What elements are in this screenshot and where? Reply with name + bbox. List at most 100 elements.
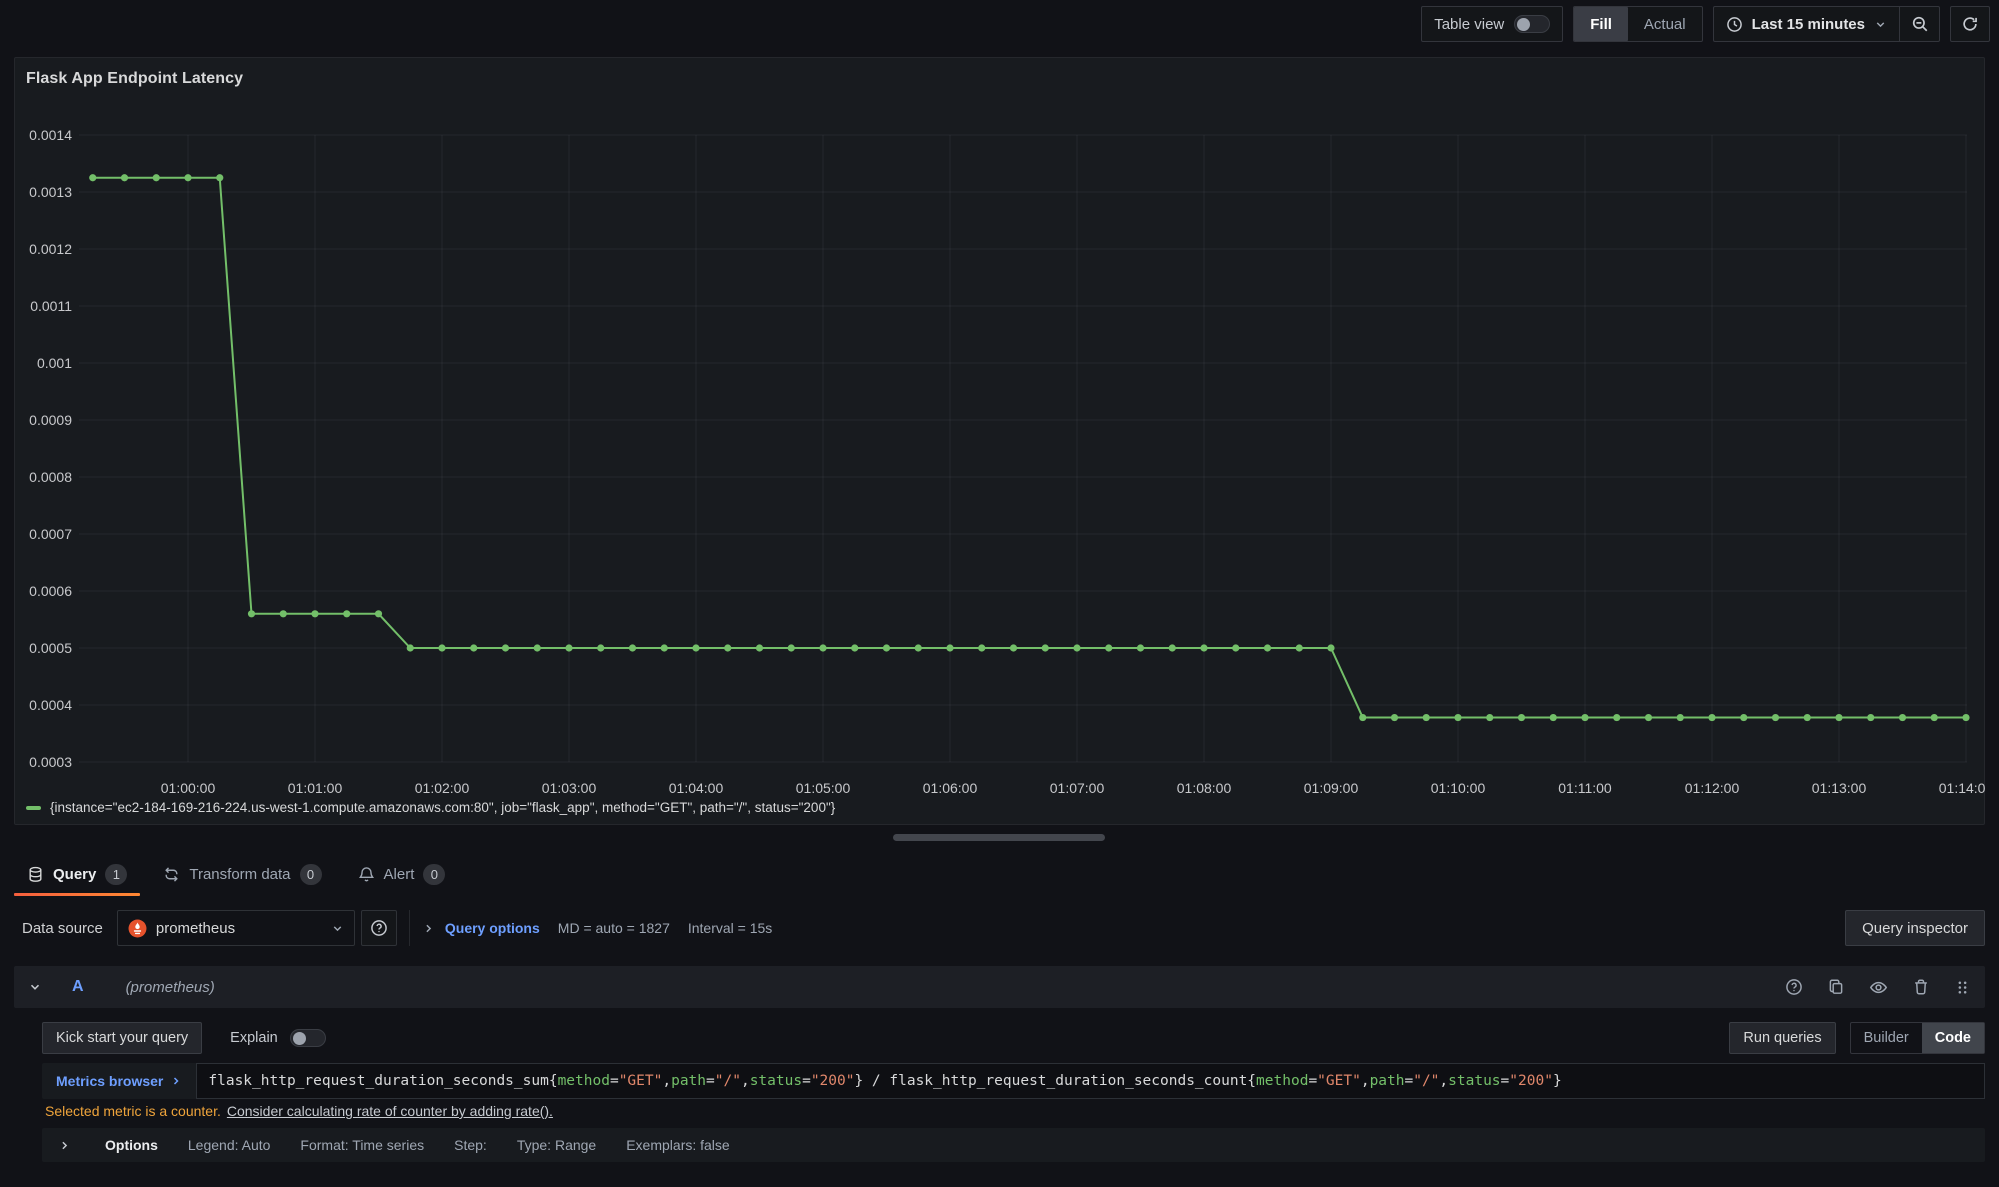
data-point[interactable] xyxy=(1740,714,1747,721)
data-point[interactable] xyxy=(1391,714,1398,721)
data-point[interactable] xyxy=(1804,714,1811,721)
series-legend-label[interactable]: {instance="ec2-184-169-216-224.us-west-1… xyxy=(50,800,835,815)
data-point[interactable] xyxy=(692,644,699,651)
toggle-visibility-icon[interactable] xyxy=(1869,978,1888,997)
run-queries-button[interactable]: Run queries xyxy=(1729,1022,1835,1054)
data-point[interactable] xyxy=(216,174,223,181)
data-point[interactable] xyxy=(819,644,826,651)
data-point[interactable] xyxy=(1073,644,1080,651)
query-token: status xyxy=(750,1073,802,1089)
data-point[interactable] xyxy=(153,174,160,181)
data-point[interactable] xyxy=(1296,644,1303,651)
data-point[interactable] xyxy=(1486,714,1493,721)
data-point[interactable] xyxy=(311,610,318,617)
query-ref-id[interactable]: A xyxy=(72,978,84,996)
data-point[interactable] xyxy=(502,644,509,651)
data-point[interactable] xyxy=(661,644,668,651)
query-inspector-button[interactable]: Query inspector xyxy=(1845,910,1985,946)
query-options-summary-row[interactable]: Options Legend: AutoFormat: Time seriesS… xyxy=(42,1128,1985,1162)
query-token: method xyxy=(558,1073,610,1089)
data-point[interactable] xyxy=(788,644,795,651)
data-point[interactable] xyxy=(1042,644,1049,651)
table-view-toggle[interactable] xyxy=(1514,15,1550,33)
drag-handle-icon[interactable] xyxy=(1954,979,1971,996)
data-point[interactable] xyxy=(1169,644,1176,651)
warning-rate-link[interactable]: Consider calculating rate of counter by … xyxy=(227,1103,553,1119)
data-point[interactable] xyxy=(629,644,636,651)
data-point[interactable] xyxy=(724,644,731,651)
actual-option[interactable]: Actual xyxy=(1628,7,1702,41)
data-point[interactable] xyxy=(1962,714,1969,721)
latency-series-line[interactable] xyxy=(93,178,1966,718)
data-point[interactable] xyxy=(1835,714,1842,721)
data-point[interactable] xyxy=(1931,714,1938,721)
data-point[interactable] xyxy=(946,644,953,651)
data-point[interactable] xyxy=(1423,714,1430,721)
kick-start-query-button[interactable]: Kick start your query xyxy=(42,1022,202,1054)
data-point[interactable] xyxy=(1327,644,1334,651)
data-point[interactable] xyxy=(1581,714,1588,721)
data-point[interactable] xyxy=(1010,644,1017,651)
help-circle-icon[interactable] xyxy=(1785,978,1803,996)
options-items: Legend: AutoFormat: Time seriesStep:Type… xyxy=(188,1137,730,1153)
query-options-toggle[interactable]: Query options xyxy=(422,920,540,936)
tab-transform-data[interactable]: Transform data 0 xyxy=(150,850,334,898)
data-point[interactable] xyxy=(1550,714,1557,721)
datasource-help-button[interactable] xyxy=(361,910,397,946)
builder-option[interactable]: Builder xyxy=(1851,1023,1922,1053)
data-point[interactable] xyxy=(1454,714,1461,721)
latency-chart-svg[interactable]: 0.00140.00130.00120.00110.0010.00090.000… xyxy=(15,58,1986,798)
fill-option[interactable]: Fill xyxy=(1574,7,1628,41)
x-tick-label: 01:03:00 xyxy=(542,780,597,796)
promql-query-input[interactable]: flask_http_request_duration_seconds_sum{… xyxy=(196,1063,1985,1099)
data-point[interactable] xyxy=(534,644,541,651)
data-point[interactable] xyxy=(1200,644,1207,651)
data-point[interactable] xyxy=(1359,714,1366,721)
data-point[interactable] xyxy=(1264,644,1271,651)
explain-toggle[interactable] xyxy=(290,1029,326,1047)
data-point[interactable] xyxy=(851,644,858,651)
data-point[interactable] xyxy=(184,174,191,181)
data-point[interactable] xyxy=(438,644,445,651)
duplicate-query-icon[interactable] xyxy=(1827,978,1845,996)
code-option[interactable]: Code xyxy=(1922,1023,1984,1053)
data-point[interactable] xyxy=(1137,644,1144,651)
data-point[interactable] xyxy=(1899,714,1906,721)
data-point[interactable] xyxy=(883,644,890,651)
data-point[interactable] xyxy=(375,610,382,617)
tab-query[interactable]: Query 1 xyxy=(14,850,140,898)
data-point[interactable] xyxy=(1772,714,1779,721)
time-range-picker[interactable]: Last 15 minutes xyxy=(1714,7,1899,41)
data-point[interactable] xyxy=(978,644,985,651)
metrics-browser-button[interactable]: Metrics browser xyxy=(42,1063,196,1099)
data-point[interactable] xyxy=(565,644,572,651)
data-point[interactable] xyxy=(1613,714,1620,721)
data-point[interactable] xyxy=(407,644,414,651)
collapse-chevron-icon[interactable] xyxy=(28,980,42,994)
data-point[interactable] xyxy=(248,610,255,617)
data-point[interactable] xyxy=(1677,714,1684,721)
query-row-header[interactable]: A (prometheus) xyxy=(14,966,1985,1008)
data-point[interactable] xyxy=(1867,714,1874,721)
data-point[interactable] xyxy=(1645,714,1652,721)
data-point[interactable] xyxy=(121,174,128,181)
data-point[interactable] xyxy=(470,644,477,651)
data-point[interactable] xyxy=(1232,644,1239,651)
data-point[interactable] xyxy=(756,644,763,651)
data-point[interactable] xyxy=(280,610,287,617)
data-point[interactable] xyxy=(597,644,604,651)
data-point[interactable] xyxy=(89,174,96,181)
data-point[interactable] xyxy=(1708,714,1715,721)
panel-resize-handle[interactable] xyxy=(893,834,1105,841)
refresh-button[interactable] xyxy=(1950,6,1990,42)
data-point[interactable] xyxy=(343,610,350,617)
data-point[interactable] xyxy=(1105,644,1112,651)
data-point[interactable] xyxy=(915,644,922,651)
x-tick-label: 01:01:00 xyxy=(288,780,343,796)
delete-query-icon[interactable] xyxy=(1912,978,1930,996)
tab-alert[interactable]: Alert 0 xyxy=(345,850,459,898)
zoom-out-button[interactable] xyxy=(1899,7,1939,41)
datasource-picker[interactable]: prometheus xyxy=(117,910,355,946)
panel-edit-toolbar: Table view Fill Actual Last 15 minutes xyxy=(0,0,1999,48)
data-point[interactable] xyxy=(1518,714,1525,721)
